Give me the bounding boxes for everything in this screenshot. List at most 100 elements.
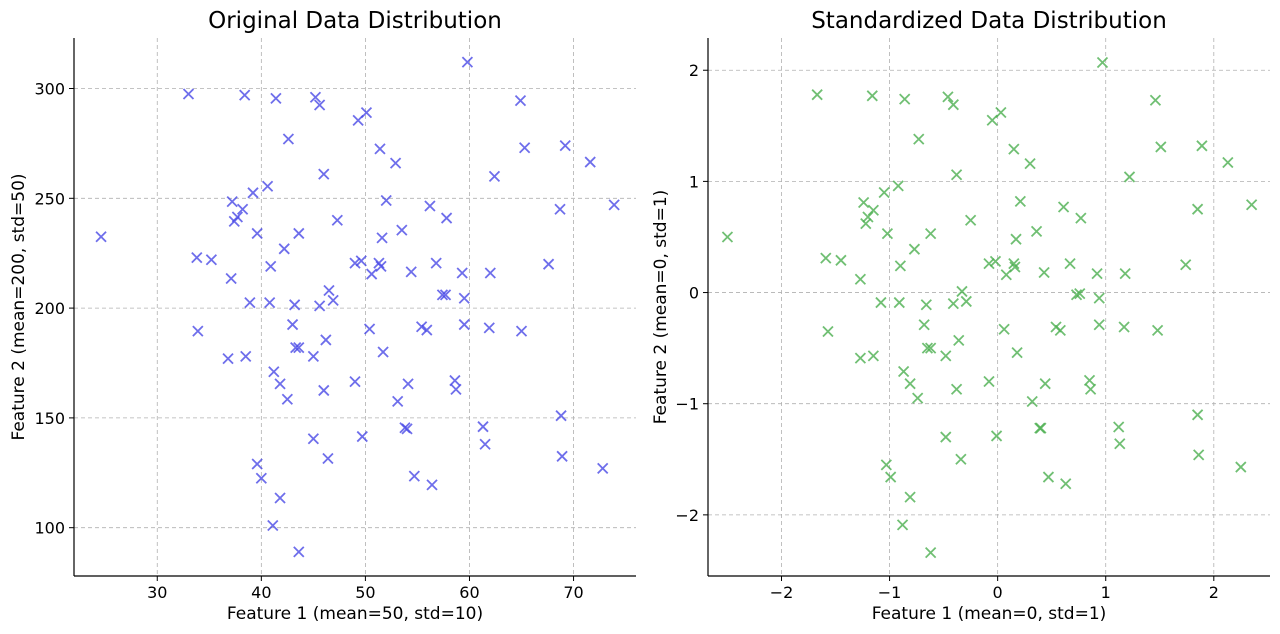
- data-point: [920, 299, 932, 311]
- data-point: [281, 393, 293, 405]
- data-point: [286, 318, 299, 331]
- data-point: [1010, 233, 1022, 245]
- data-point: [255, 472, 267, 484]
- data-point: [231, 211, 244, 223]
- chart-title: Standardized Data Distribution: [811, 8, 1167, 34]
- data-point: [415, 321, 428, 333]
- data-point: [880, 459, 892, 471]
- data-point: [908, 243, 921, 255]
- data-point: [236, 203, 249, 215]
- data-point: [878, 186, 890, 199]
- data-point: [1035, 422, 1047, 434]
- data-point: [456, 267, 468, 279]
- data-point: [389, 157, 402, 169]
- data-point: [1196, 140, 1208, 152]
- data-point: [947, 298, 959, 310]
- data-point: [555, 410, 567, 422]
- data-point: [488, 170, 501, 182]
- y-tick-label: 0: [689, 284, 699, 303]
- data-point: [885, 471, 897, 483]
- data-point: [226, 195, 238, 208]
- data-point: [542, 258, 555, 270]
- data-point: [440, 212, 453, 224]
- data-point: [377, 346, 389, 358]
- data-points: [95, 56, 620, 558]
- data-point: [1096, 56, 1109, 69]
- data-point: [247, 187, 259, 199]
- data-point: [484, 267, 496, 279]
- data-point: [1093, 319, 1105, 331]
- data-point: [1114, 438, 1126, 450]
- data-point: [1075, 212, 1087, 224]
- data-point: [424, 200, 436, 212]
- x-tick-label: 40: [251, 583, 271, 602]
- x-tick-label: −1: [878, 583, 902, 602]
- x-tick-label: 70: [563, 583, 583, 602]
- data-point: [268, 366, 280, 378]
- data-point: [1039, 378, 1051, 390]
- data-point: [363, 323, 376, 335]
- data-point: [556, 450, 568, 462]
- data-point: [1155, 141, 1167, 153]
- data-point: [222, 352, 234, 365]
- data-point: [458, 318, 470, 331]
- data-point: [942, 91, 954, 103]
- data-point: [307, 350, 320, 363]
- data-point: [912, 392, 924, 404]
- data-point: [866, 90, 878, 102]
- data-point: [820, 252, 832, 264]
- x-tick-label: 0: [993, 583, 1003, 602]
- data-point: [721, 231, 734, 243]
- data-point: [289, 299, 301, 311]
- data-point: [1235, 461, 1247, 473]
- y-tick-label: 250: [34, 189, 65, 208]
- data-point: [921, 342, 934, 354]
- data-point: [327, 294, 339, 307]
- data-point: [904, 378, 916, 390]
- data-point: [998, 323, 1010, 335]
- data-point: [854, 352, 867, 364]
- original-data-chart: 30 40 50 60 70 100 150 200 250 300 Original Data …: [9, 8, 636, 624]
- data-point: [1024, 157, 1036, 170]
- data-point: [913, 133, 925, 145]
- data-point: [1191, 203, 1204, 215]
- y-axis-label: Feature 2 (mean=200, std=50): [9, 173, 29, 440]
- data-point: [274, 378, 286, 390]
- data-point: [278, 243, 290, 255]
- data-point: [559, 139, 571, 152]
- data-point: [894, 260, 907, 272]
- y-tick-label: 2: [689, 61, 699, 80]
- data-point: [1042, 471, 1055, 483]
- data-point: [1011, 346, 1023, 359]
- data-point: [318, 384, 330, 397]
- data-point: [897, 365, 910, 378]
- data-point: [835, 254, 847, 266]
- x-tick-label: 50: [355, 583, 375, 602]
- data-point: [892, 180, 904, 192]
- data-point: [182, 88, 195, 100]
- data-point: [904, 491, 916, 503]
- data-point: [918, 319, 930, 331]
- data-point: [458, 292, 470, 304]
- data-point: [274, 492, 286, 504]
- data-point: [990, 430, 1003, 442]
- data-point: [554, 203, 566, 215]
- data-point: [1123, 171, 1136, 183]
- data-point: [1060, 478, 1072, 490]
- data-point: [867, 350, 879, 362]
- data-point: [307, 433, 320, 445]
- data-point: [1070, 289, 1083, 301]
- data-point: [1030, 225, 1043, 238]
- data-point: [597, 462, 609, 475]
- data-point: [964, 214, 977, 226]
- data-point: [240, 350, 252, 363]
- data-point: [1119, 268, 1131, 280]
- y-tick-label: 150: [34, 409, 65, 428]
- gridlines: [708, 38, 1270, 576]
- data-point: [396, 224, 408, 236]
- x-axis-label: Feature 1 (mean=50, std=10): [227, 604, 483, 624]
- data-point: [1008, 258, 1020, 270]
- data-point: [251, 227, 263, 240]
- data-point: [1054, 324, 1066, 336]
- data-point: [349, 376, 361, 388]
